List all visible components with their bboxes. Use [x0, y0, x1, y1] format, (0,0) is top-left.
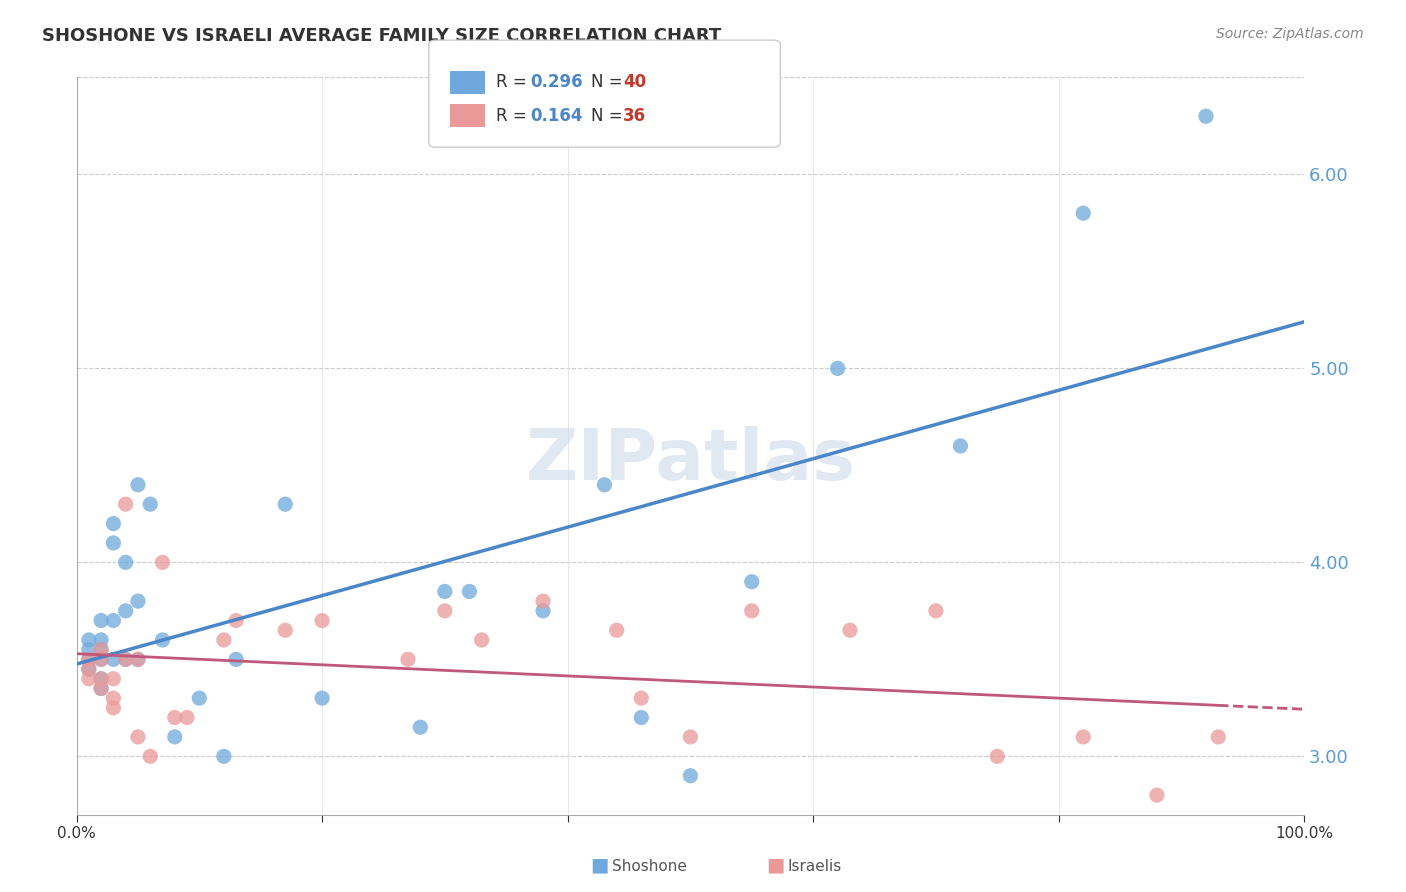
Point — [949, 439, 972, 453]
Point — [188, 691, 211, 706]
Text: N =: N = — [591, 73, 627, 91]
Point — [433, 584, 456, 599]
Text: 36: 36 — [623, 107, 645, 125]
Point — [986, 749, 1008, 764]
Point — [127, 730, 149, 744]
Point — [103, 614, 125, 628]
Point — [77, 662, 100, 676]
Point — [471, 632, 494, 647]
Point — [90, 672, 112, 686]
Text: 0.296: 0.296 — [530, 73, 582, 91]
Point — [679, 730, 702, 744]
Text: R =: R = — [496, 73, 533, 91]
Point — [925, 604, 948, 618]
Text: 40: 40 — [623, 73, 645, 91]
Point — [90, 632, 112, 647]
Text: ■: ■ — [766, 855, 785, 874]
Point — [90, 614, 112, 628]
Point — [593, 477, 616, 491]
Point — [77, 662, 100, 676]
Point — [630, 691, 652, 706]
Point — [1071, 730, 1094, 744]
Point — [114, 555, 136, 569]
Point — [127, 652, 149, 666]
Point — [103, 691, 125, 706]
Point — [163, 710, 186, 724]
Point — [741, 574, 763, 589]
Point — [90, 681, 112, 696]
Point — [152, 632, 174, 647]
Point — [139, 497, 162, 511]
Point — [139, 749, 162, 764]
Point — [103, 516, 125, 531]
Point — [274, 497, 297, 511]
Point — [90, 652, 112, 666]
Point — [114, 652, 136, 666]
Point — [311, 614, 333, 628]
Text: Shoshone: Shoshone — [612, 859, 686, 874]
Point — [103, 701, 125, 715]
Point — [90, 681, 112, 696]
Point — [77, 652, 100, 666]
Point — [77, 632, 100, 647]
Point — [127, 652, 149, 666]
Point — [531, 594, 554, 608]
Point — [152, 555, 174, 569]
Text: SHOSHONE VS ISRAELI AVERAGE FAMILY SIZE CORRELATION CHART: SHOSHONE VS ISRAELI AVERAGE FAMILY SIZE … — [42, 27, 721, 45]
Point — [114, 497, 136, 511]
Point — [114, 604, 136, 618]
Text: R =: R = — [496, 107, 533, 125]
Point — [212, 632, 235, 647]
Text: 0.164: 0.164 — [530, 107, 582, 125]
Point — [225, 652, 247, 666]
Point — [311, 691, 333, 706]
Point — [127, 594, 149, 608]
Text: Israelis: Israelis — [787, 859, 842, 874]
Point — [1146, 788, 1168, 802]
Point — [90, 652, 112, 666]
Point — [176, 710, 198, 724]
Point — [839, 624, 862, 638]
Text: N =: N = — [591, 107, 627, 125]
Point — [827, 361, 849, 376]
Text: ■: ■ — [591, 855, 609, 874]
Point — [90, 642, 112, 657]
Point — [90, 672, 112, 686]
Point — [1071, 206, 1094, 220]
Point — [458, 584, 481, 599]
Point — [127, 477, 149, 491]
Point — [630, 710, 652, 724]
Point — [606, 624, 628, 638]
Point — [409, 720, 432, 734]
Point — [90, 642, 112, 657]
Point — [433, 604, 456, 618]
Point — [77, 652, 100, 666]
Point — [741, 604, 763, 618]
Point — [163, 730, 186, 744]
Point — [103, 536, 125, 550]
Point — [77, 672, 100, 686]
Text: Source: ZipAtlas.com: Source: ZipAtlas.com — [1216, 27, 1364, 41]
Point — [1195, 109, 1218, 123]
Point — [212, 749, 235, 764]
Point — [274, 624, 297, 638]
Point — [225, 614, 247, 628]
Text: ZIPatlas: ZIPatlas — [526, 426, 855, 495]
Point — [531, 604, 554, 618]
Point — [396, 652, 419, 666]
Point — [679, 769, 702, 783]
Point — [103, 652, 125, 666]
Point — [1206, 730, 1229, 744]
Point — [77, 642, 100, 657]
Point — [103, 672, 125, 686]
Point — [114, 652, 136, 666]
